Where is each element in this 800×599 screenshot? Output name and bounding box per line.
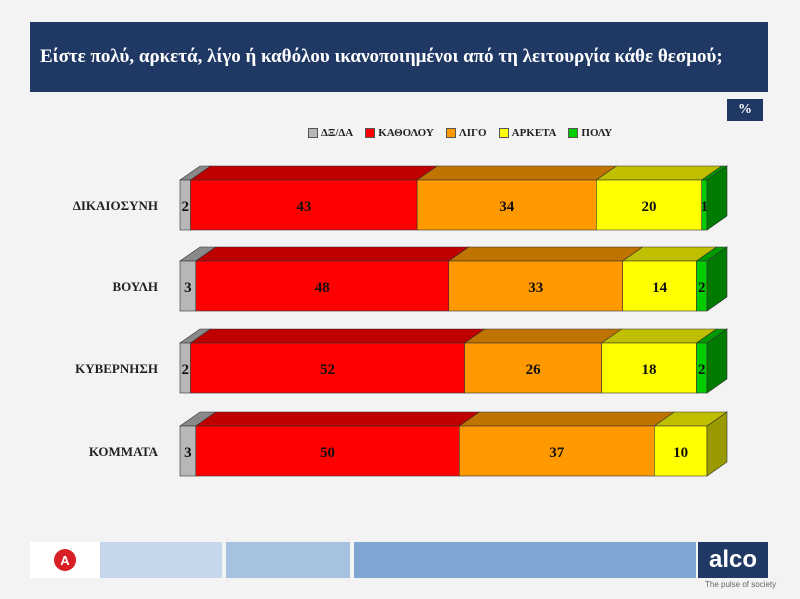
footer-segment-2: [226, 542, 350, 578]
data-label-3-0: 3: [184, 445, 192, 461]
bar-segment-1-0: [179, 246, 217, 312]
data-label-2-3: 18: [642, 362, 657, 378]
category-label-2: ΚΥΒΕΡΝΗΣΗ: [75, 361, 158, 376]
bar-segment-3-2: [458, 411, 676, 477]
unit-badge: %: [727, 99, 763, 121]
data-label-1-2: 33: [528, 280, 543, 296]
data-label-0-0: 2: [182, 199, 190, 215]
data-label-2-4: 2: [698, 362, 706, 378]
legend-item-0: ΔΞ/ΔΑ: [308, 127, 353, 139]
data-label-3-2: 37: [549, 445, 565, 461]
bar-segment-0-3: [595, 165, 723, 231]
bar-segment-0-2: [416, 165, 618, 231]
data-label-1-4: 2: [698, 280, 706, 296]
page-title: Είστε πολύ, αρκετά, λίγο ή καθόλου ικανο…: [40, 46, 723, 67]
bar-segment-1-2: [447, 246, 644, 312]
data-label-2-1: 52: [320, 362, 335, 378]
data-label-3-3: 10: [673, 445, 688, 461]
legend-swatch-4: [568, 128, 579, 138]
data-label-2-0: 2: [182, 362, 190, 378]
chart-legend: ΔΞ/ΔΑ ΚΑΘΟΛΟΥ ΛΙΓΟ ΑΡΚΕΤΑ ΠΟΛΥ: [308, 127, 612, 139]
data-label-0-3: 20: [642, 199, 657, 215]
legend-item-1: ΚΑΘΟΛΟΥ: [365, 127, 434, 139]
data-label-3-1: 50: [320, 445, 335, 461]
bar-segment-3-1: [194, 411, 481, 477]
alco-tagline: The pulse of society: [705, 580, 777, 589]
legend-swatch-0: [308, 128, 318, 138]
alco-logo: alco: [698, 542, 768, 578]
legend-swatch-3: [498, 128, 509, 138]
bar-segment-2-2: [463, 328, 623, 394]
bar-segment-2-1: [189, 328, 486, 394]
category-label-1: ΒΟΥΛΗ: [112, 279, 158, 294]
legend-item-2: ΛΙΓΟ: [445, 127, 487, 139]
legend-swatch-2: [445, 128, 456, 138]
data-label-1-3: 14: [652, 280, 668, 296]
legend-label-2: ΛΙΓΟ: [458, 127, 487, 139]
footer-bar: [30, 542, 768, 578]
data-label-1-0: 3: [184, 280, 192, 296]
footer-segment-3: [354, 542, 696, 578]
stacked-bar-chart: ΔΙΚΑΙΟΣΥΝΗ 2 43 34 20 1 ΒΟΥΛΗ 3 48 33 14 2 ΚΥΒΕΡΝΗΣΗ…: [73, 165, 728, 477]
category-label-0: ΔΙΚΑΙΟΣΥΝΗ: [73, 198, 158, 213]
bar-segment-1-1: [194, 246, 470, 312]
bar-segment-2-3: [600, 328, 718, 394]
bar-segment-2-4: [695, 328, 728, 394]
legend-label-3: ΑΡΚΕΤΑ: [511, 127, 557, 139]
footer-segment-1: [100, 542, 222, 578]
category-label-3: ΚΟΜΜΑΤΑ: [89, 444, 159, 459]
legend-item-4: ΠΟΛΥ: [568, 127, 612, 139]
legend-label-4: ΠΟΛΥ: [581, 127, 613, 139]
title-bar: Είστε πολύ, αρκετά, λίγο ή καθόλου ικανο…: [30, 22, 768, 92]
bar-segment-3-3: [653, 411, 728, 477]
legend-label-1: ΚΑΘΟΛΟΥ: [378, 127, 434, 139]
legend-label-0: ΔΞ/ΔΑ: [321, 127, 354, 139]
data-label-0-1: 43: [296, 199, 311, 215]
data-label-1-1: 48: [315, 280, 330, 296]
client-logo: A: [30, 542, 100, 578]
bar-segment-2-0: [179, 328, 212, 394]
bar-segment-0-1: [189, 165, 439, 231]
data-label-0-2: 34: [499, 199, 515, 215]
client-logo-icon: A: [54, 549, 76, 571]
data-label-0-4: 1: [701, 199, 709, 215]
data-label-2-2: 26: [526, 362, 542, 378]
bar-segment-1-4: [695, 246, 728, 312]
bar-segment-0-4: [700, 165, 728, 231]
legend-swatch-1: [365, 128, 376, 138]
legend-item-3: ΑΡΚΕΤΑ: [498, 127, 557, 139]
